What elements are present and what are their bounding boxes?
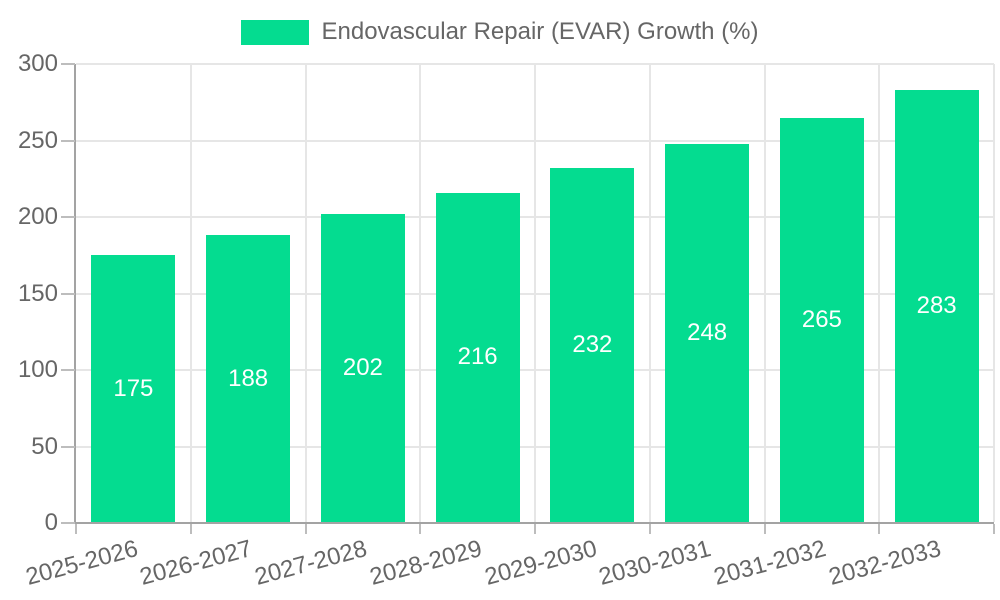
x-axis-label: 2026-2027 — [137, 535, 256, 591]
y-tick-mark — [61, 216, 75, 218]
y-axis-label: 250 — [17, 126, 58, 154]
x-axis-label: 2028-2029 — [366, 535, 485, 591]
bar-value-label: 216 — [457, 343, 498, 371]
x-tick-mark — [534, 524, 536, 534]
y-axis-label: 150 — [17, 279, 58, 307]
x-gridline — [763, 64, 766, 522]
bar-value-label: 283 — [916, 291, 957, 319]
bar-value-label: 232 — [572, 331, 613, 358]
x-gridline — [534, 64, 536, 522]
bar[interactable]: 283 — [894, 90, 979, 522]
bar-value-label: 265 — [801, 305, 842, 333]
x-axis-label: 2032-2033 — [825, 535, 944, 591]
y-axis-label: 100 — [17, 356, 58, 383]
x-gridline — [189, 64, 192, 522]
x-axis-label: 2025-2026 — [22, 535, 141, 591]
bar[interactable]: 202 — [320, 213, 405, 522]
bar[interactable]: 216 — [435, 192, 520, 522]
x-axis-label: 2031-2032 — [711, 535, 829, 591]
x-tick-mark — [75, 524, 77, 534]
x-gridline — [419, 64, 422, 522]
x-gridline — [304, 64, 307, 522]
x-axis-label: 2030-2031 — [596, 535, 715, 591]
x-axis-label: 2027-2028 — [252, 535, 370, 591]
bar[interactable]: 232 — [550, 168, 635, 522]
y-axis-label: 0 — [44, 509, 58, 536]
y-tick-mark — [61, 139, 75, 142]
y-axis-label: 200 — [17, 203, 58, 230]
x-tick-mark — [763, 524, 766, 534]
bar-value-label: 188 — [228, 364, 269, 392]
bar[interactable]: 188 — [206, 235, 291, 522]
legend-swatch-icon — [241, 19, 310, 45]
plot-area — [74, 64, 994, 524]
bar[interactable]: 175 — [91, 255, 176, 522]
x-tick-mark — [993, 524, 995, 534]
bar-value-label: 248 — [687, 318, 728, 346]
y-tick-mark — [61, 369, 75, 371]
y-axis-label: 300 — [17, 50, 58, 77]
bar-value-label: 175 — [113, 374, 154, 402]
legend[interactable]: Endovascular Repair (EVAR) Growth (%) — [0, 18, 1000, 46]
y-tick-mark — [61, 522, 75, 524]
y-tick-mark — [61, 63, 75, 65]
y-axis-label: 50 — [31, 432, 58, 460]
x-gridline — [993, 64, 995, 522]
x-tick-mark — [648, 524, 651, 534]
bar[interactable]: 265 — [779, 117, 864, 522]
bar[interactable]: 248 — [665, 143, 750, 522]
x-axis-label: 2029-2030 — [481, 535, 600, 591]
x-tick-mark — [304, 524, 307, 534]
legend-label: Endovascular Repair (EVAR) Growth (%) — [321, 18, 759, 45]
x-tick-mark — [878, 524, 881, 534]
x-tick-mark — [419, 524, 422, 534]
bar-value-label: 202 — [342, 353, 383, 381]
y-tick-mark — [61, 292, 75, 295]
y-tick-mark — [61, 445, 75, 448]
x-gridline — [648, 64, 651, 522]
x-tick-mark — [189, 524, 192, 534]
x-gridline — [878, 64, 881, 522]
